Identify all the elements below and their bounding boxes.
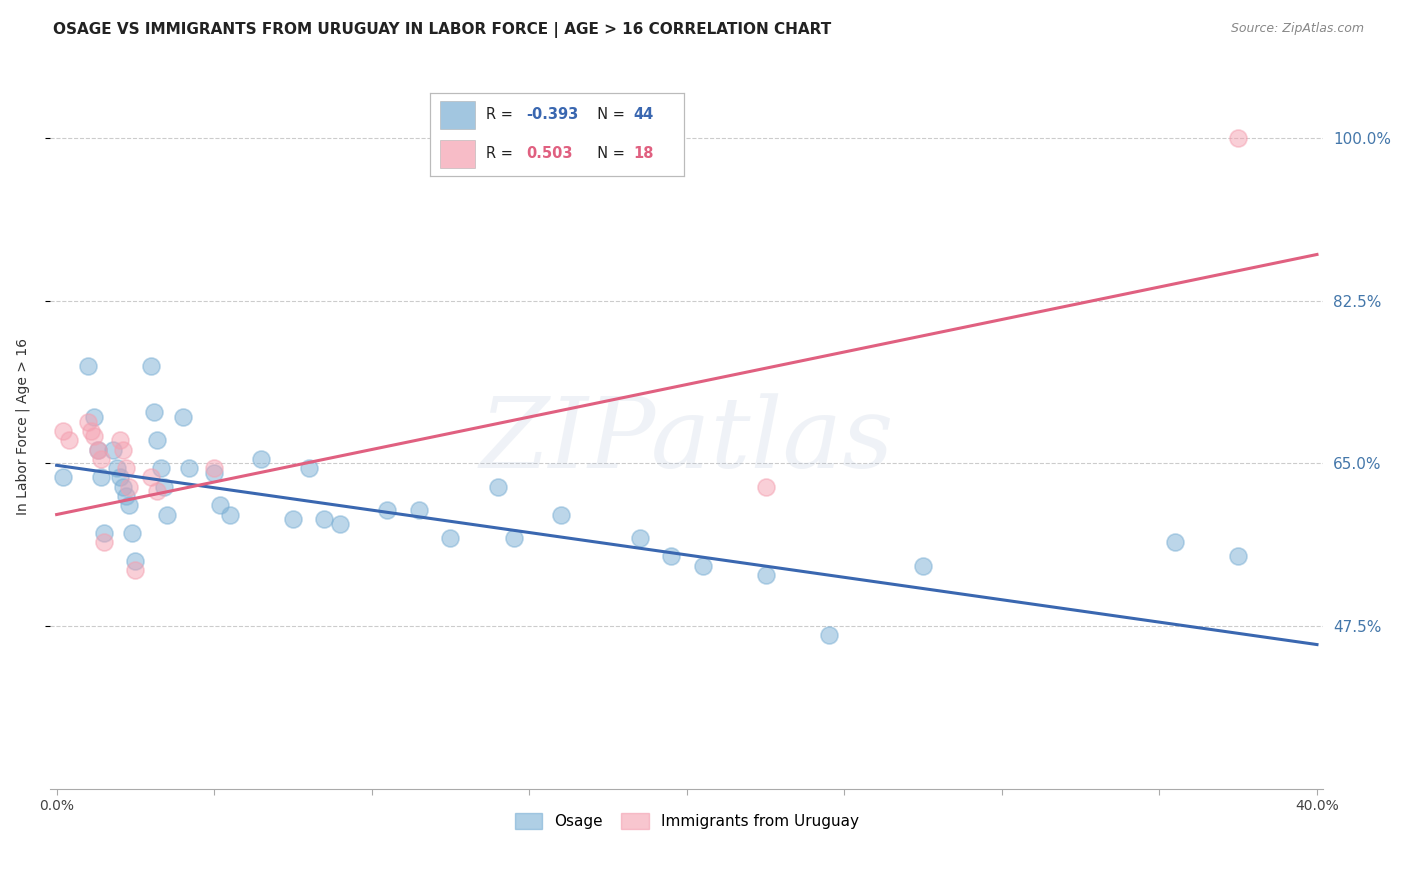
Y-axis label: In Labor Force | Age > 16: In Labor Force | Age > 16 xyxy=(15,338,30,515)
Point xyxy=(86,442,108,457)
Point xyxy=(149,461,172,475)
Point xyxy=(156,508,179,522)
Point xyxy=(1164,535,1187,549)
Point xyxy=(77,415,100,429)
Point xyxy=(755,568,778,582)
Point xyxy=(115,461,138,475)
Point xyxy=(118,480,141,494)
Point xyxy=(146,434,169,448)
Point xyxy=(550,508,572,522)
Point xyxy=(502,531,524,545)
Point xyxy=(439,531,461,545)
Point xyxy=(298,461,321,475)
Point xyxy=(90,470,112,484)
Point xyxy=(105,461,128,475)
Point xyxy=(108,434,131,448)
Point xyxy=(250,451,273,466)
Point xyxy=(1227,131,1250,145)
Point xyxy=(314,512,336,526)
Point xyxy=(628,531,651,545)
Point xyxy=(52,424,75,438)
Point xyxy=(108,470,131,484)
Point xyxy=(58,434,80,448)
Point xyxy=(80,424,103,438)
Point xyxy=(219,508,242,522)
Point xyxy=(486,480,509,494)
Point xyxy=(143,405,166,419)
Point xyxy=(118,498,141,512)
Point xyxy=(111,442,134,457)
Text: ZIPatlas: ZIPatlas xyxy=(479,393,894,489)
Point xyxy=(121,526,143,541)
Point xyxy=(115,489,138,503)
Point xyxy=(202,461,225,475)
Point xyxy=(124,563,146,577)
Point xyxy=(90,451,112,466)
Point xyxy=(93,526,115,541)
Point xyxy=(202,466,225,480)
Point xyxy=(692,558,714,573)
Point xyxy=(281,512,304,526)
Point xyxy=(377,503,399,517)
Text: OSAGE VS IMMIGRANTS FROM URUGUAY IN LABOR FORCE | AGE > 16 CORRELATION CHART: OSAGE VS IMMIGRANTS FROM URUGUAY IN LABO… xyxy=(53,22,832,38)
Point xyxy=(209,498,232,512)
Point xyxy=(755,480,778,494)
Point xyxy=(141,359,163,373)
Point xyxy=(141,470,163,484)
Point xyxy=(124,554,146,568)
Text: Source: ZipAtlas.com: Source: ZipAtlas.com xyxy=(1230,22,1364,36)
Point xyxy=(83,428,105,442)
Point xyxy=(111,480,134,494)
Point xyxy=(659,549,682,564)
Point xyxy=(817,628,839,642)
Point xyxy=(146,484,169,499)
Point xyxy=(912,558,935,573)
Point xyxy=(93,535,115,549)
Point xyxy=(408,503,430,517)
Point xyxy=(172,409,194,424)
Point xyxy=(77,359,100,373)
Point xyxy=(86,442,108,457)
Point xyxy=(1227,549,1250,564)
Point xyxy=(83,409,105,424)
Point xyxy=(329,516,352,531)
Legend: Osage, Immigrants from Uruguay: Osage, Immigrants from Uruguay xyxy=(509,807,865,835)
Point xyxy=(177,461,200,475)
Point xyxy=(103,442,125,457)
Point xyxy=(152,480,174,494)
Point xyxy=(52,470,75,484)
